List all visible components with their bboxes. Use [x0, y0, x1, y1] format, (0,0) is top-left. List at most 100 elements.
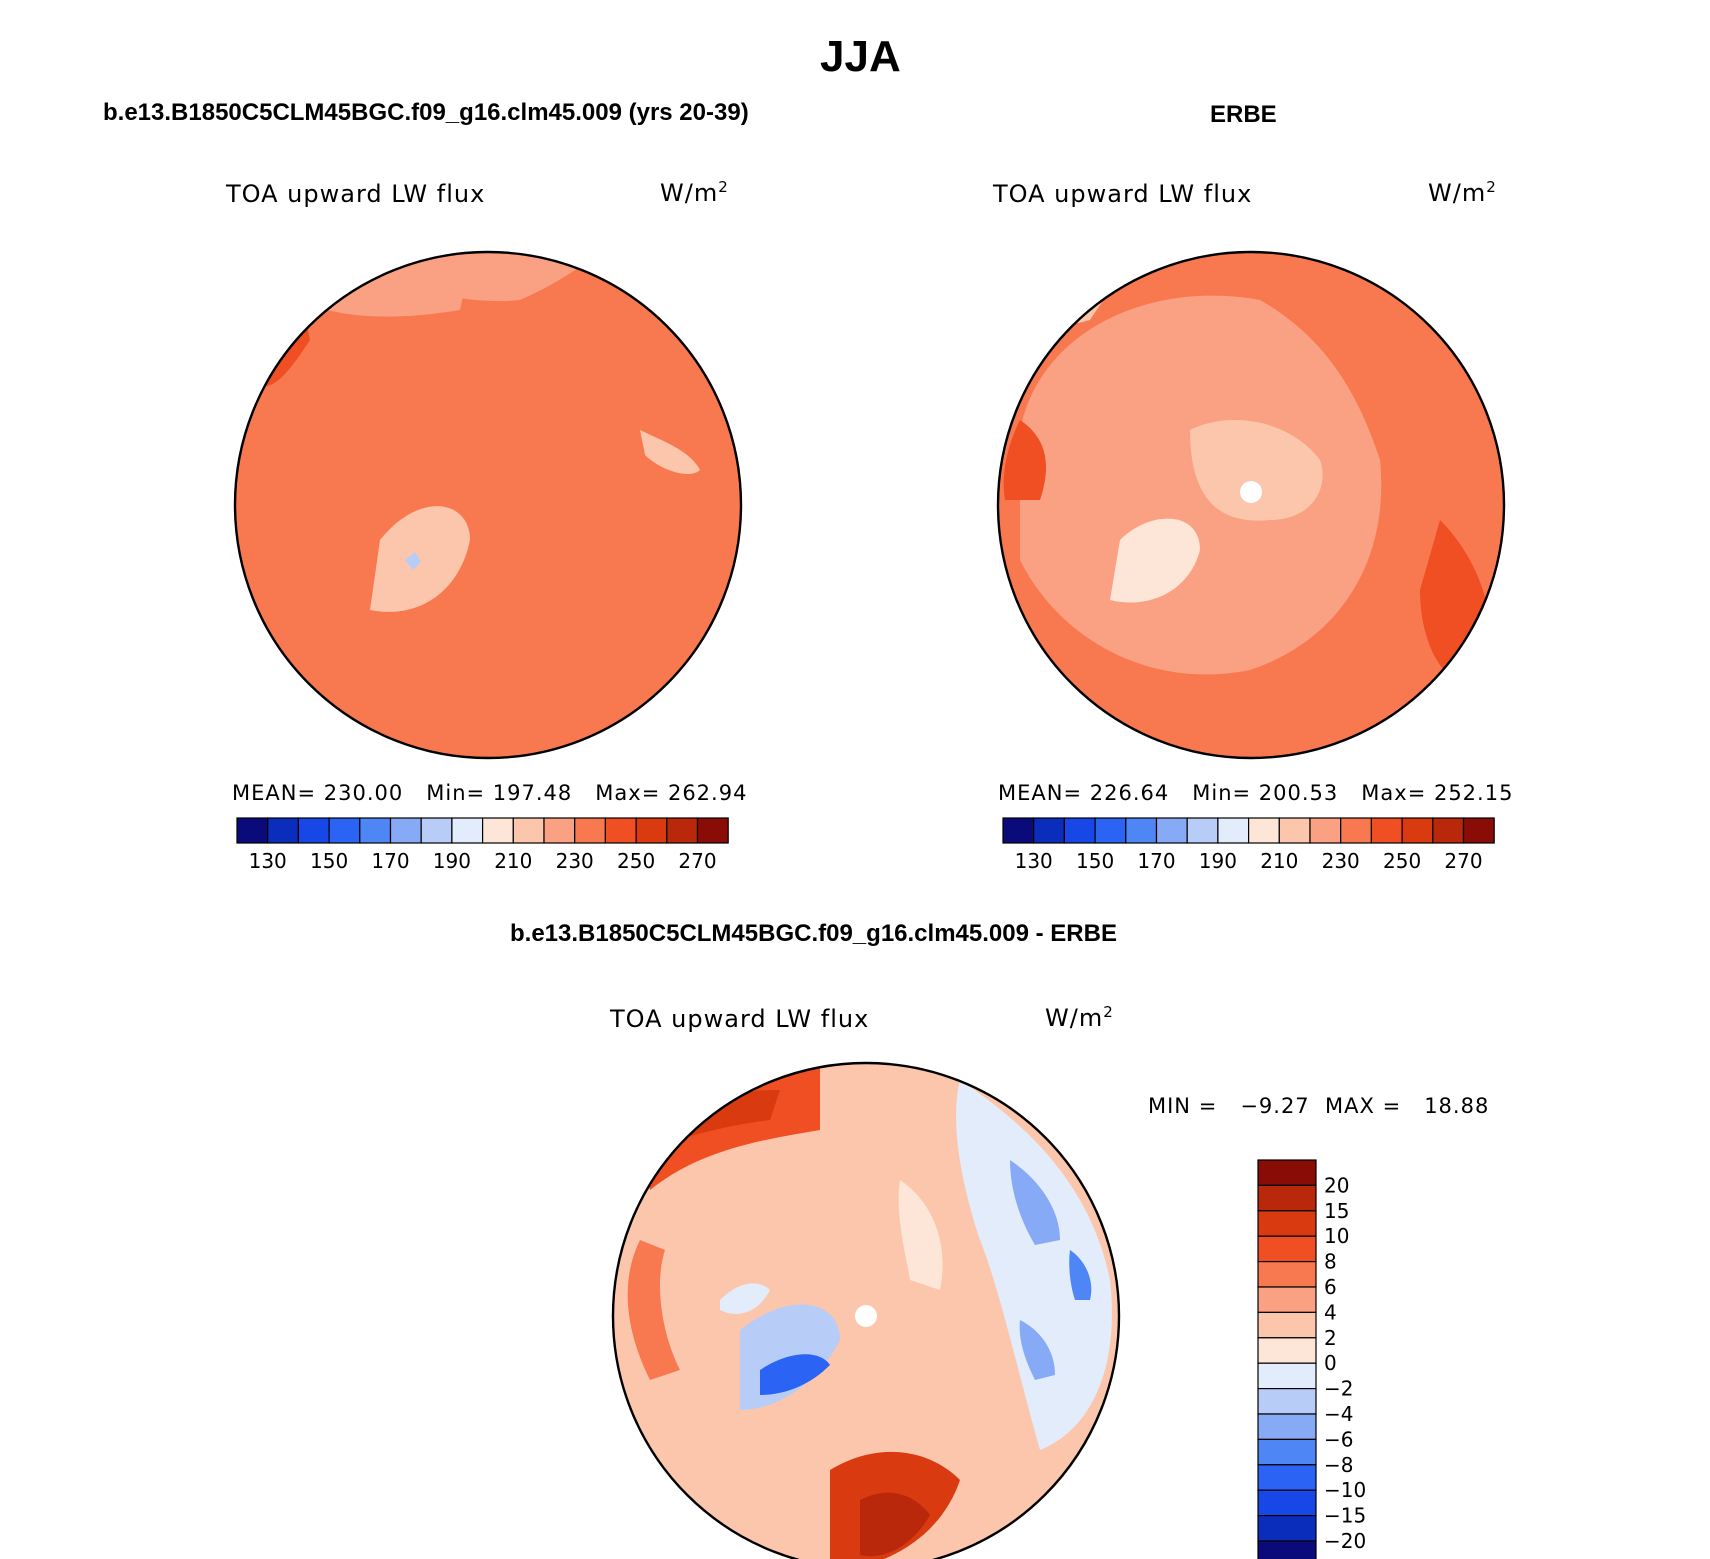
- diff-colorbar-box: [1257, 1489, 1317, 1517]
- obs-colorbar-box: [1033, 817, 1065, 844]
- obs-colorbar-label: 250: [1383, 849, 1421, 873]
- model-colorbar-box: [604, 817, 637, 844]
- diff-colorbar-box: [1257, 1311, 1317, 1339]
- obs-colorbar-label: 210: [1260, 849, 1298, 873]
- model-colorbar-box: [696, 817, 729, 844]
- diff-colorbar-box: [1257, 1362, 1317, 1390]
- diff-colorbar-label: −6: [1324, 1427, 1353, 1451]
- obs-colorbar-box: [1401, 817, 1434, 844]
- diff-map-boundary: [611, 1061, 1121, 1559]
- diff-colorbar-box: [1257, 1438, 1317, 1466]
- obs-colorbar: 130 150 170 190 210 230 250 270: [1002, 817, 1495, 873]
- model-panel-title: b.e13.B1850C5CLM45BGC.f09_g16.clm45.009 …: [103, 99, 749, 126]
- obs-colorbar-box: [1278, 817, 1311, 844]
- model-colorbar-label: 150: [310, 849, 348, 873]
- diff-colorbar-box: [1257, 1413, 1317, 1440]
- obs-colorbar-label: 130: [1015, 849, 1053, 873]
- obs-stats: MEAN= 226.64 Min= 200.53 Max= 252.15: [998, 781, 1514, 805]
- diff-colorbar-label: −15: [1324, 1504, 1366, 1528]
- obs-colorbar-box: [1309, 817, 1342, 844]
- obs-colorbar-box: [1094, 817, 1127, 844]
- diff-colorbar-label: 8: [1324, 1250, 1337, 1274]
- model-colorbar-box: [543, 817, 576, 844]
- diff-colorbar-label: 10: [1324, 1224, 1349, 1248]
- model-colorbar-box: [574, 817, 607, 844]
- obs-map: [998, 252, 1504, 758]
- main-title: JJA: [820, 32, 901, 81]
- obs-colorbar-label: 190: [1199, 849, 1237, 873]
- diff-colorbar-box: [1257, 1286, 1317, 1313]
- obs-colorbar-box: [1002, 817, 1035, 844]
- model-colorbar-box: [635, 817, 668, 844]
- obs-map-boundary: [996, 250, 1506, 760]
- model-map: [235, 252, 741, 758]
- model-colorbar-box: [482, 817, 514, 844]
- diff-colorbar-box: [1257, 1210, 1317, 1237]
- obs-colorbar-box: [1340, 817, 1372, 844]
- model-colorbar-label: 270: [678, 849, 716, 873]
- diff-colorbar-box: [1257, 1540, 1317, 1559]
- obs-colorbar-label: 170: [1137, 849, 1175, 873]
- diff-colorbar-box: [1257, 1159, 1317, 1186]
- obs-variable-label: TOA upward LW flux: [993, 180, 1253, 208]
- diff-variable-label: TOA upward LW flux: [610, 1005, 870, 1033]
- obs-pole-hole: [1240, 481, 1262, 503]
- diff-colorbar-label: 6: [1324, 1275, 1337, 1299]
- model-colorbar-label: 210: [494, 849, 532, 873]
- diff-colorbar-label: −2: [1324, 1377, 1353, 1401]
- obs-colorbar-box: [1063, 817, 1096, 844]
- model-variable-label: TOA upward LW flux: [226, 180, 486, 208]
- model-colorbar-box: [359, 817, 392, 844]
- model-colorbar-box: [451, 817, 484, 844]
- diff-colorbar-label: −4: [1324, 1402, 1353, 1426]
- model-colorbar-box: [297, 817, 330, 844]
- model-colorbar-box: [389, 817, 422, 844]
- model-map-boundary: [233, 250, 743, 760]
- diff-units-label: W/m2: [1045, 1003, 1114, 1032]
- model-colorbar-box: [512, 817, 545, 844]
- model-colorbar-label: 230: [556, 849, 594, 873]
- diff-colorbar-box: [1257, 1337, 1317, 1364]
- diff-colorbar-box: [1257, 1464, 1317, 1491]
- obs-colorbar-box: [1186, 817, 1219, 844]
- obs-colorbar-box: [1217, 817, 1250, 844]
- diff-colorbar-label: −8: [1324, 1453, 1353, 1477]
- model-colorbar-box: [666, 817, 699, 844]
- model-colorbar: 130 150 170 190 210 230 250 270: [236, 817, 729, 873]
- diff-colorbar-box: [1257, 1235, 1317, 1263]
- obs-colorbar-box: [1370, 817, 1403, 844]
- diff-colorbar-box: [1257, 1387, 1317, 1415]
- model-colorbar-box: [420, 817, 453, 844]
- model-colorbar-label: 250: [617, 849, 655, 873]
- obs-colorbar-box: [1432, 817, 1465, 844]
- diff-colorbar-box: [1257, 1514, 1317, 1542]
- model-colorbar-box: [267, 817, 300, 844]
- diff-minmax: MIN = −9.27 MAX = 18.88: [1148, 1094, 1490, 1118]
- model-colorbar-label: 190: [433, 849, 471, 873]
- obs-colorbar-box: [1125, 817, 1158, 844]
- model-stats: MEAN= 230.00 Min= 197.48 Max= 262.94: [232, 781, 748, 805]
- model-colorbar-box: [236, 817, 269, 844]
- obs-colorbar-label: 150: [1076, 849, 1114, 873]
- model-colorbar-label: 170: [371, 849, 409, 873]
- model-units-label: W/m2: [660, 178, 729, 207]
- obs-colorbar-label: 230: [1322, 849, 1360, 873]
- obs-colorbar-box: [1155, 817, 1188, 844]
- diff-colorbar-label: −20: [1324, 1529, 1366, 1553]
- model-colorbar-box: [328, 817, 361, 844]
- model-colorbar-label: 130: [249, 849, 287, 873]
- diff-panel-title: b.e13.B1850C5CLM45BGC.f09_g16.clm45.009 …: [510, 920, 1117, 947]
- obs-colorbar-box: [1462, 817, 1495, 844]
- diff-colorbar-label: 15: [1324, 1199, 1349, 1223]
- diff-colorbar-label: 20: [1324, 1173, 1349, 1197]
- diff-pole-hole: [855, 1305, 877, 1327]
- diff-colorbar-label: 0: [1324, 1351, 1337, 1375]
- diff-colorbar-label: 4: [1324, 1300, 1337, 1324]
- diff-colorbar-box: [1257, 1184, 1317, 1212]
- obs-colorbar-box: [1247, 817, 1280, 844]
- diff-colorbar-label: 2: [1324, 1326, 1337, 1350]
- obs-colorbar-label: 270: [1444, 849, 1482, 873]
- diff-colorbar-box: [1257, 1260, 1317, 1288]
